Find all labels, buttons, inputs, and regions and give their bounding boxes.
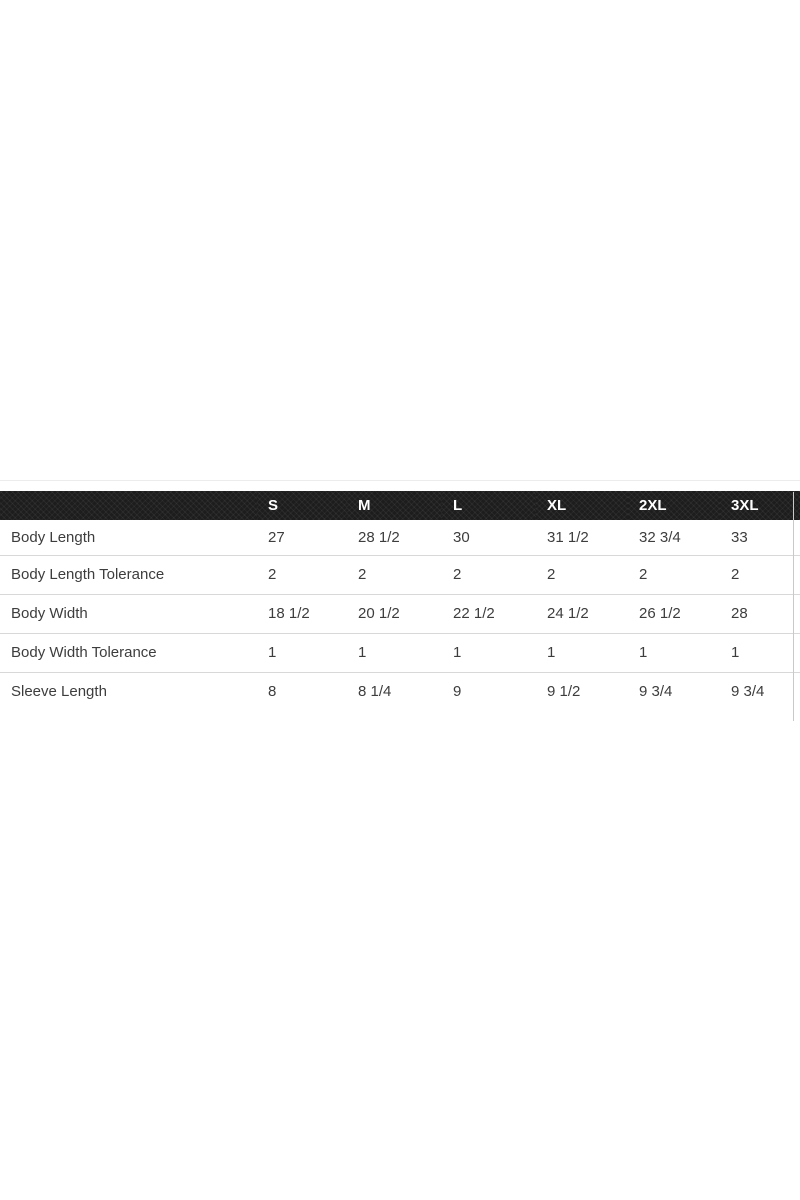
value-cell: 2 [268, 566, 277, 583]
value-cell: 32 3/4 [639, 528, 681, 546]
value-cell: 1 [268, 644, 277, 661]
value-cell: 9 1/2 [547, 683, 581, 701]
header-cell-m: M [347, 491, 442, 520]
header-cell-xl: XL [536, 491, 628, 520]
value-cell: 28 [731, 605, 748, 622]
corner-cell [0, 491, 257, 520]
value-cell: 24 1/2 [547, 605, 589, 622]
table-row-sleeve-length: Sleeve Length 8 8 1/4 9 9 1/2 9 3/4 9 3/… [0, 672, 800, 711]
table-row-body-width: Body Width 18 1/2 20 1/2 22 1/2 24 1/2 2… [0, 594, 800, 633]
value-cell: 33 [731, 528, 748, 546]
header-cell-l: L [442, 491, 536, 520]
value-cell: 1 [731, 644, 740, 661]
value-cell: 28 1/2 [358, 528, 400, 546]
value-cell: 27 [268, 528, 285, 546]
header-cell-3xl: 3XL [720, 491, 800, 520]
value-cell: 18 1/2 [268, 605, 310, 622]
section-divider [0, 480, 800, 481]
row-label: Body Width [11, 605, 88, 622]
value-cell: 22 1/2 [453, 605, 495, 622]
value-cell: 9 3/4 [731, 683, 765, 701]
table-row-body-length-tolerance: Body Length Tolerance 2 2 2 2 2 2 [0, 555, 800, 594]
value-cell: 9 [453, 683, 462, 701]
row-label: Body Length Tolerance [11, 566, 165, 583]
table-row-body-width-tolerance: Body Width Tolerance 1 1 1 1 1 1 [0, 633, 800, 672]
value-cell: 2 [547, 566, 556, 583]
value-cell: 2 [358, 566, 367, 583]
table-row-body-length: Body Length 27 28 1/2 30 31 1/2 32 3/4 3… [0, 520, 800, 555]
value-cell: 9 3/4 [639, 683, 673, 701]
value-cell: 1 [358, 644, 367, 661]
row-label: Sleeve Length [11, 683, 107, 701]
table-right-border [793, 492, 794, 721]
row-label: Body Length [11, 528, 96, 546]
size-chart-body: Body Length 27 28 1/2 30 31 1/2 32 3/4 3… [0, 520, 800, 711]
size-chart-header: S M L XL 2XL 3XL [0, 491, 800, 520]
value-cell: 2 [639, 566, 648, 583]
value-cell: 20 1/2 [358, 605, 400, 622]
header-cell-2xl: 2XL [628, 491, 720, 520]
size-chart-section: S M L XL 2XL 3XL Body Length 27 28 1/2 3… [0, 491, 800, 711]
header-row: S M L XL 2XL 3XL [0, 491, 800, 520]
value-cell: 30 [453, 528, 470, 546]
value-cell: 8 [268, 683, 277, 701]
row-label: Body Width Tolerance [11, 644, 157, 661]
value-cell: 31 1/2 [547, 528, 589, 546]
value-cell: 1 [639, 644, 648, 661]
value-cell: 26 1/2 [639, 605, 681, 622]
size-chart-table: S M L XL 2XL 3XL Body Length 27 28 1/2 3… [0, 491, 800, 711]
value-cell: 1 [547, 644, 556, 661]
value-cell: 8 1/4 [358, 683, 392, 701]
value-cell: 1 [453, 644, 462, 661]
header-cell-s: S [257, 491, 347, 520]
value-cell: 2 [731, 566, 740, 583]
value-cell: 2 [453, 566, 462, 583]
